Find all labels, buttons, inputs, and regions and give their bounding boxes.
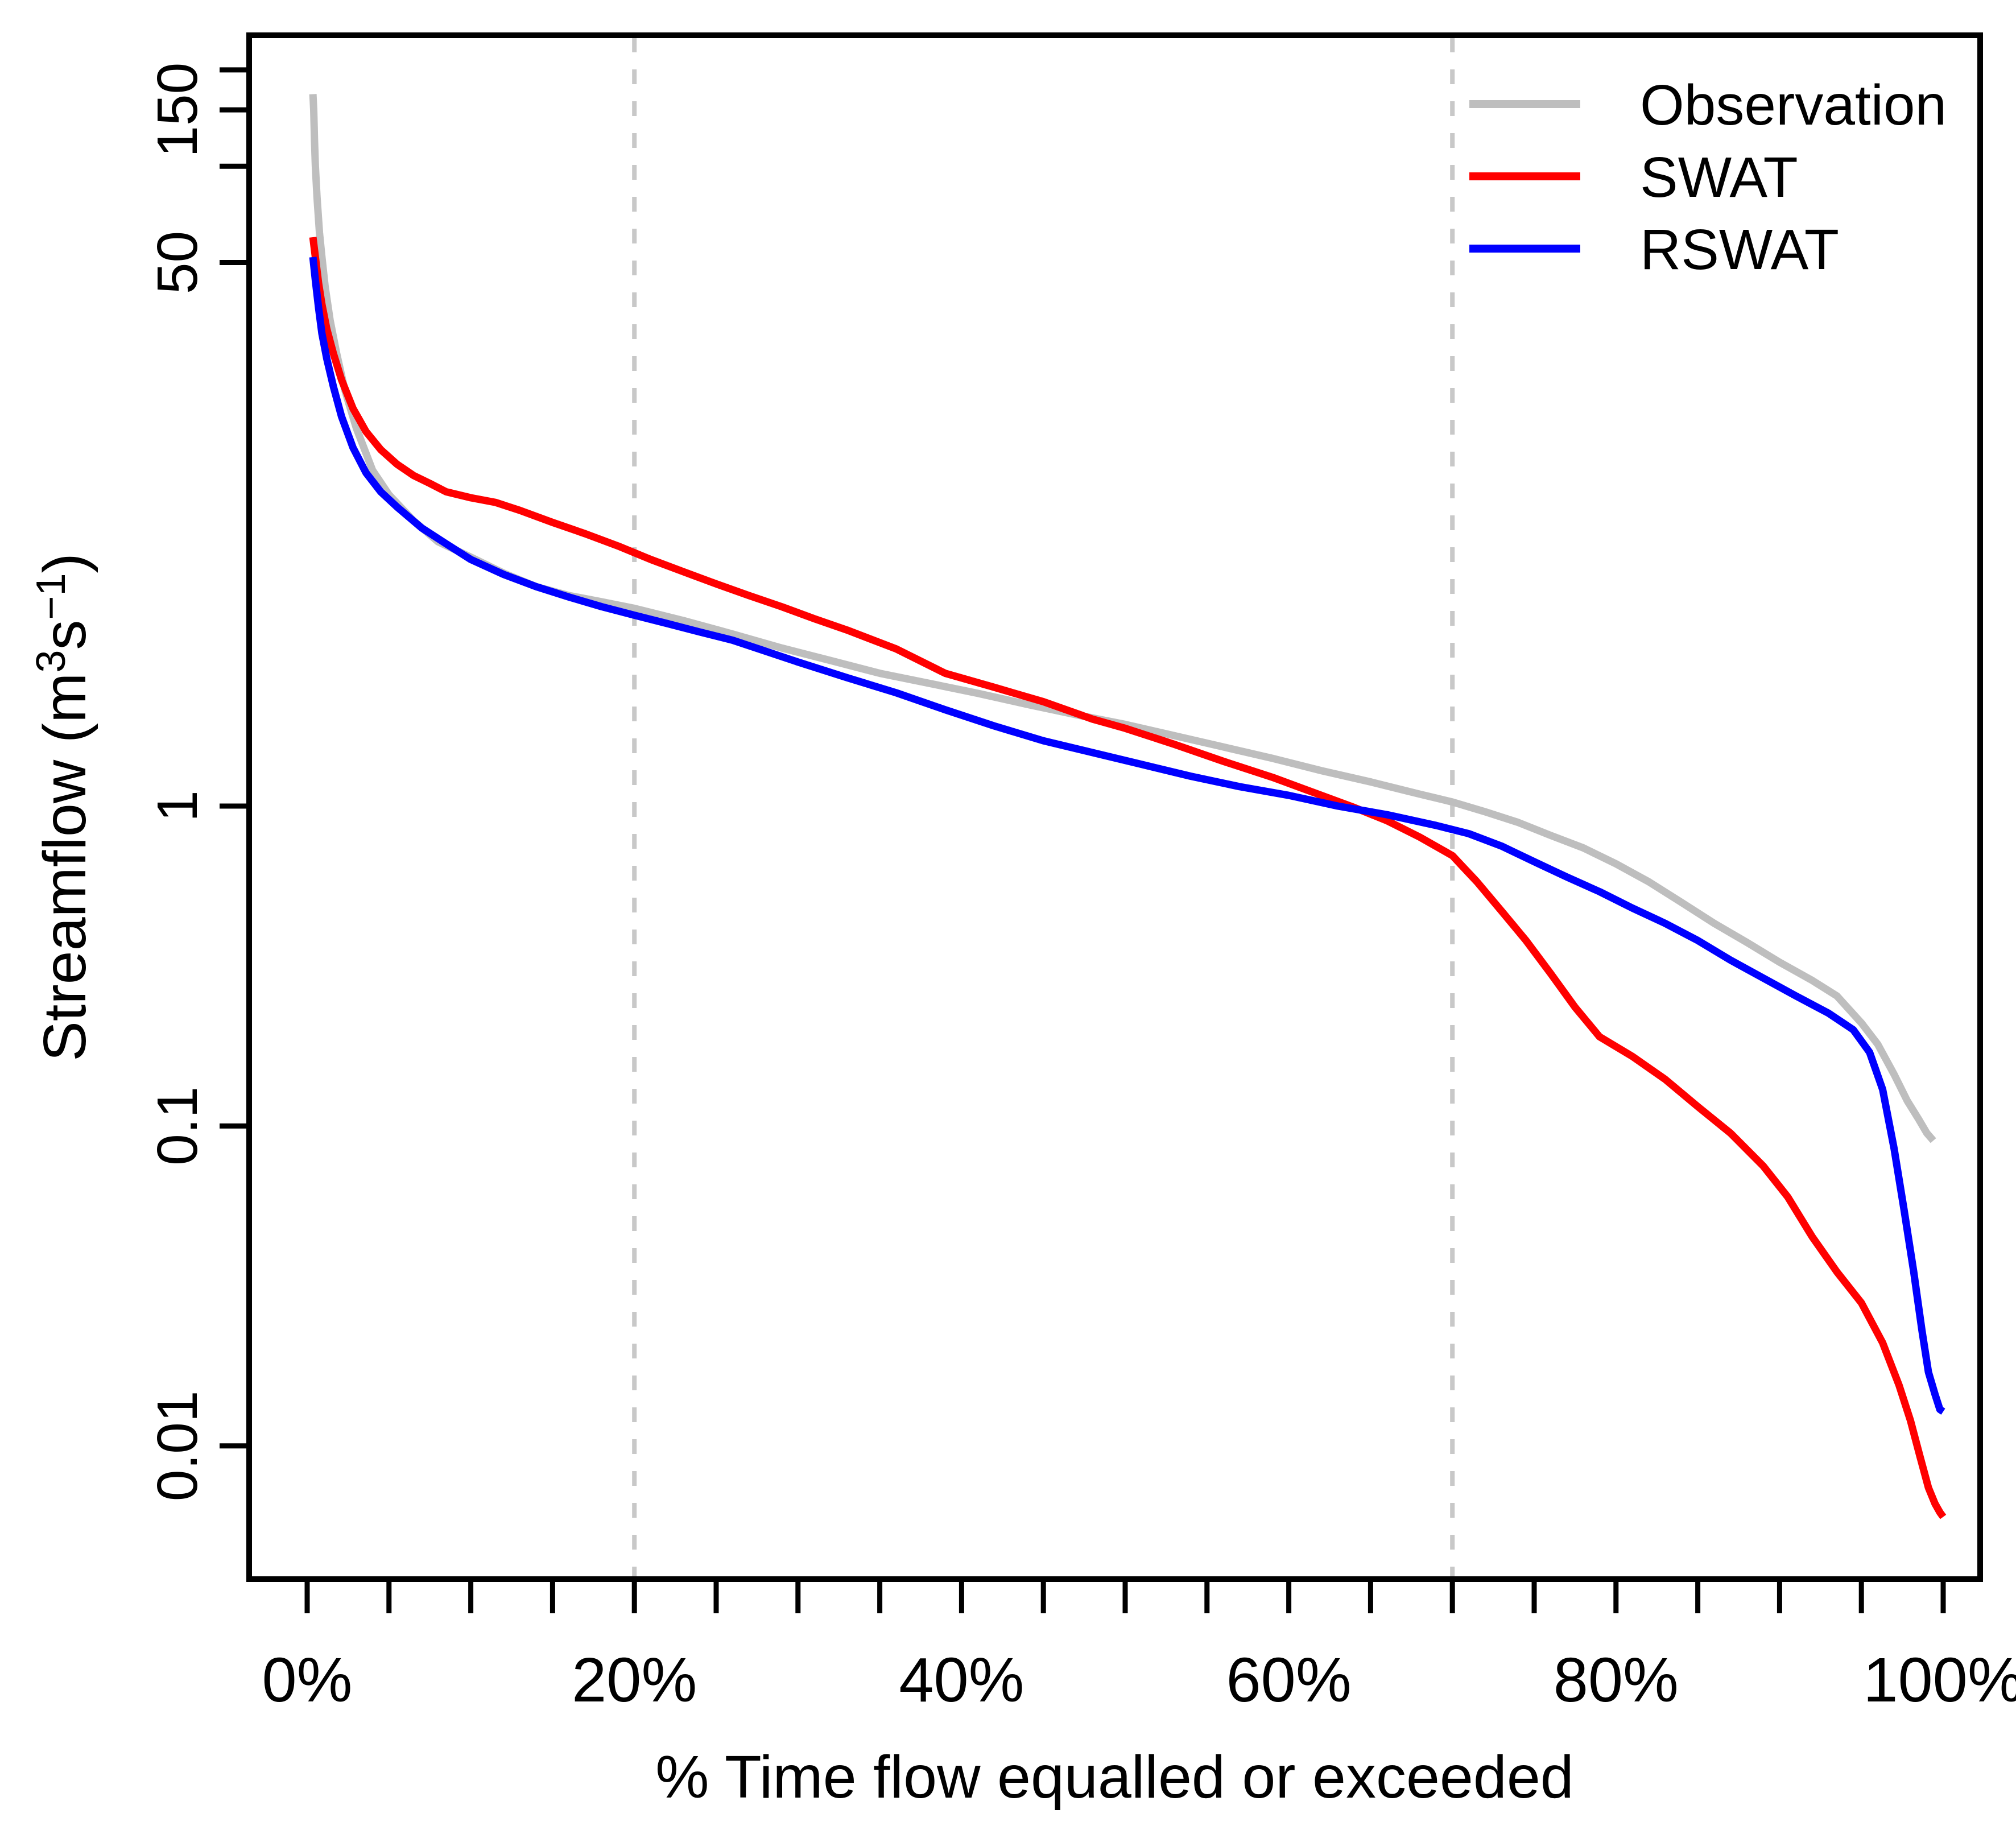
legend-label-rswat: RSWAT (1640, 218, 1839, 282)
legend-label-swat: SWAT (1640, 146, 1798, 209)
y-axis-title: Streamflow (m3s−1) (28, 553, 98, 1061)
y-tick-label-1: 1 (146, 790, 209, 822)
x-tick-label-40: 40% (899, 1645, 1024, 1715)
legend-label-observation: Observation (1640, 73, 1947, 137)
x-tick-label-100: 100% (1863, 1645, 2016, 1715)
curves-group (309, 94, 1947, 1519)
x-tick-label-60: 60% (1226, 1645, 1352, 1715)
x-tick-label-20: 20% (572, 1645, 697, 1715)
y-tick-label-150: 150 (146, 63, 209, 158)
x-tick-label-80: 80% (1554, 1645, 1679, 1715)
x-axis-title: % Time flow equalled or exceeded (655, 1744, 1573, 1811)
curve-swat (309, 237, 1947, 1519)
x-tick-label-0: 0% (262, 1645, 353, 1715)
y-tick-label-0.1: 0.1 (146, 1087, 209, 1166)
y-tick-label-0.01: 0.01 (146, 1390, 209, 1501)
y-tick-label-50: 50 (146, 231, 209, 294)
curve-rswat (309, 257, 1945, 1415)
